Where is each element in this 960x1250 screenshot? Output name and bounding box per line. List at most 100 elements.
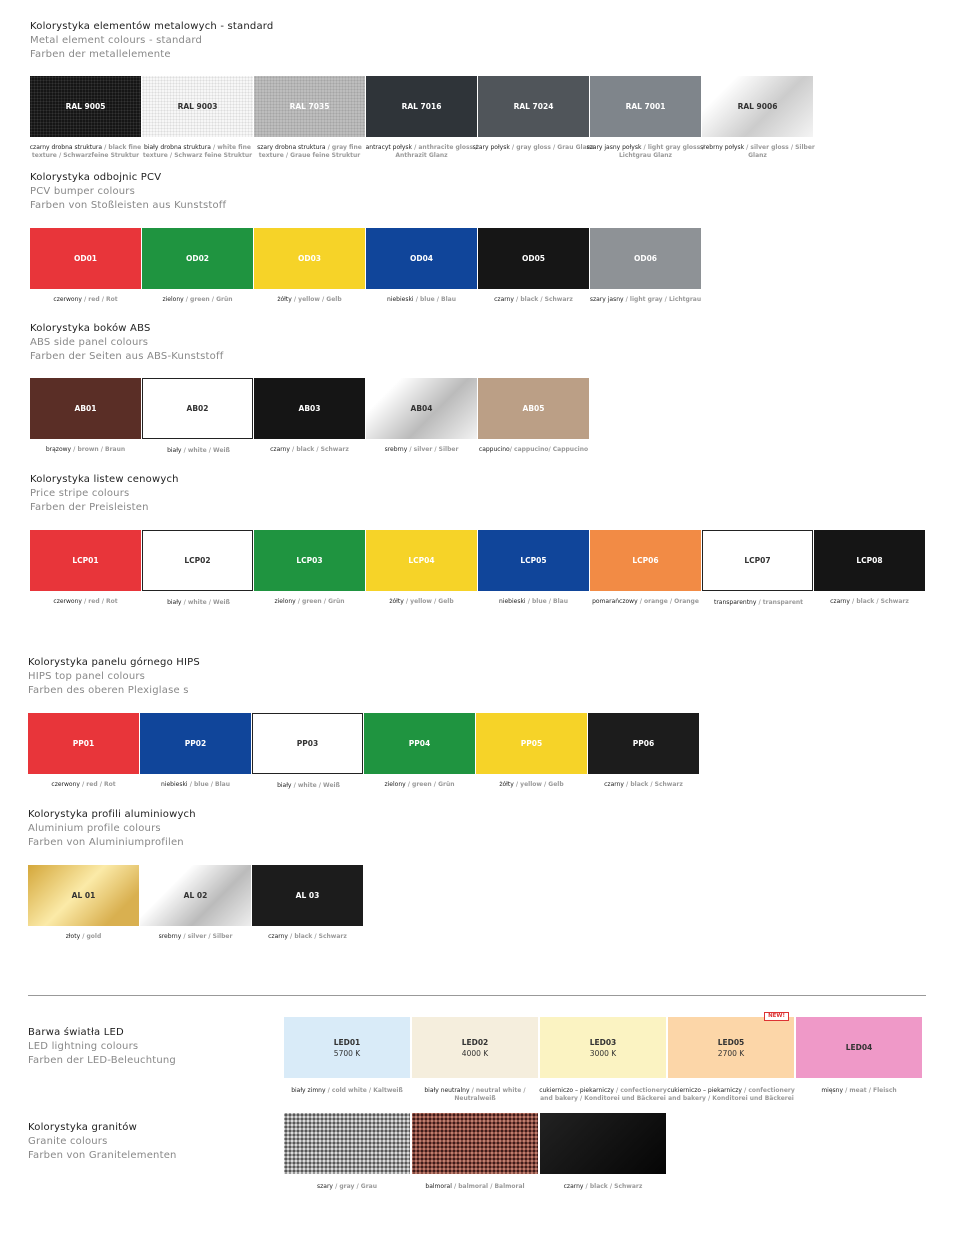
section-header: Kolorystyka granitów Granite colours Farbe…	[28, 1121, 177, 1163]
swatch-code: PP06	[632, 739, 655, 748]
swatch-code: RAL 7035	[289, 102, 330, 111]
swatch-row: LED01 5700 K biały zimny / cold white / Ka…	[284, 1012, 924, 1102]
caption-translation: / white / Weiß	[181, 447, 230, 454]
caption-translation: / light gray / Lichtgrau	[623, 296, 702, 303]
color-swatch[interactable]: LCP04 żółty / yellow / Gelb	[366, 530, 477, 605]
color-swatch[interactable]: PP03 biały / white / Weiß	[252, 713, 363, 789]
color-swatch[interactable]: AL 02 srebrny / silver / Silber	[140, 865, 251, 940]
caption-polish: balmoral	[425, 1183, 452, 1190]
swatch-code: LCP03	[296, 556, 323, 565]
color-swatch[interactable]: czarny / black / Schwarz	[540, 1113, 666, 1190]
color-swatch[interactable]: RAL 7001 szary jasny połysk / light gray …	[587, 76, 704, 159]
color-swatch[interactable]: RAL 7024 szary połysk / gray gloss / Grau…	[473, 76, 594, 151]
caption-polish: czerwony	[53, 598, 82, 605]
color-swatch[interactable]: LCP02 biały / white / Weiß	[142, 530, 253, 606]
swatch-caption: czarny / black / Schwarz	[536, 1183, 670, 1191]
color-swatch[interactable]: AB05 cappucino/ cappucino/ Cappucino	[478, 378, 589, 453]
swatch-caption: czarny / black / Schwarz	[582, 781, 705, 789]
caption-translation: / cold white / Kaltweiß	[325, 1087, 403, 1094]
swatch-code: RAL 9005	[65, 102, 106, 111]
color-swatch[interactable]: balmoral / balmoral / Balmoral	[412, 1113, 538, 1190]
section-de: Farben von Aluminiumprofilen	[28, 837, 184, 848]
swatch-caption: czarny / black / Schwarz	[808, 598, 931, 606]
caption-polish: niebieski	[499, 598, 526, 605]
color-swatch[interactable]: PP06 czarny / black / Schwarz	[588, 713, 699, 788]
caption-translation: / meat / Fleisch	[843, 1087, 897, 1094]
color-swatch[interactable]: OD05 czarny / black / Schwarz	[478, 228, 589, 303]
caption-polish: srebrny połysk	[700, 144, 745, 151]
caption-polish: srebrny	[158, 933, 182, 940]
color-swatch[interactable]: LED02 4000 K biały neutralny / neutral whi…	[412, 1017, 538, 1102]
color-swatch[interactable]: OD06 szary jasny / light gray / Lichtgrau	[590, 228, 701, 303]
color-swatch[interactable]: LCP06 pomarańczowy / orange / Orange	[590, 530, 701, 605]
caption-polish: czerwony	[51, 781, 80, 788]
color-swatch[interactable]: LCP07 transparentny / transparent	[702, 530, 813, 606]
caption-polish: złoty	[65, 933, 81, 940]
color-swatch[interactable]: RAL 9005 czarny drobna struktura / black …	[30, 76, 141, 159]
color-swatch[interactable]: LED03 3000 K cukierniczo – piekarniczy / c…	[539, 1017, 667, 1102]
color-swatch[interactable]: OD04 niebieski / blue / Blau	[366, 228, 477, 303]
swatch-caption: biały zimny / cold white / Kaltweiß	[280, 1087, 414, 1095]
color-swatch[interactable]: PP05 żółty / yellow / Gelb	[476, 713, 587, 788]
swatch-code: PP05	[520, 739, 543, 748]
color-swatch[interactable]: PP04 zielony / green / Grün	[364, 713, 475, 788]
color-swatch[interactable]: RAL 7035 szary drobna struktura / gray fi…	[254, 76, 365, 159]
color-swatch[interactable]: AB01 brązowy / brown / Braun	[30, 378, 141, 453]
section-title: Kolorystyka granitów	[28, 1122, 137, 1133]
color-swatch[interactable]: LED05 2700 K NEW! cukierniczo – piekarniczy…	[667, 1012, 795, 1102]
swatch-caption: cukierniczo – piekarniczy / confectioner…	[536, 1087, 670, 1103]
section-title: Barwa światła LED	[28, 1027, 124, 1038]
color-swatch[interactable]: RAL 7016 antracyt połysk / anthracite glo…	[366, 76, 477, 159]
caption-translation: / gray gloss / Grau Glanz	[509, 144, 595, 151]
swatch-code: LCP05	[520, 556, 547, 565]
caption-polish: biały	[277, 782, 292, 789]
section-title: Kolorystyka boków ABS	[30, 323, 151, 334]
caption-polish: biały drobna struktura	[144, 144, 211, 151]
color-swatch[interactable]: PP01 czerwony / red / Rot	[28, 713, 139, 788]
swatch-code: AB01	[74, 404, 97, 413]
swatch-caption: szary jasny połysk / light gray gloss / …	[584, 144, 707, 160]
swatch-caption: czarny / black / Schwarz	[472, 296, 595, 304]
color-swatch[interactable]: LED01 5700 K biały zimny / cold white / Ka…	[284, 1017, 410, 1094]
caption-translation: / blue / Blau	[525, 598, 568, 605]
color-swatch[interactable]: RAL 9006 srebrny połysk / silver gloss / …	[700, 76, 815, 159]
section-de: Farben der LED-Beleuchtung	[28, 1055, 176, 1066]
section-header: Kolorystyka boków ABS ABS side panel colo…	[30, 322, 223, 364]
caption-translation: / transparent	[756, 599, 804, 606]
color-swatch[interactable]: OD03 żółty / yellow / Gelb	[254, 228, 365, 303]
color-swatch[interactable]: AB02 biały / white / Weiß	[142, 378, 253, 454]
swatch-temperature: 2700 K	[717, 1048, 745, 1058]
color-swatch[interactable]: LED04 mięsny / meat / Fleisch	[796, 1017, 922, 1094]
color-swatch[interactable]: szary / gray / Grau	[284, 1113, 410, 1190]
color-swatch[interactable]: RAL 9003 biały drobna struktura / white f…	[142, 76, 253, 159]
swatch-row: szary / gray / Grau balmoral / balmoral /…	[284, 1113, 668, 1190]
swatch-row: OD01 czerwony / red / Rot OD02 zielony / gr…	[30, 228, 702, 303]
color-swatch[interactable]: LCP03 zielony / green / Grün	[254, 530, 365, 605]
section-header: Barwa światła LED LED lightning colours Fa…	[28, 1026, 176, 1068]
caption-translation: / neutral white / Neutralweiß	[454, 1087, 526, 1102]
caption-translation: / yellow / Gelb	[403, 598, 454, 605]
color-swatch[interactable]: LCP08 czarny / black / Schwarz	[814, 530, 925, 605]
color-swatch[interactable]: LCP01 czerwony / red / Rot	[30, 530, 141, 605]
swatch-code: AB02	[186, 404, 209, 413]
swatch-caption: cappucino/ cappucino/ Cappucino	[472, 446, 595, 454]
swatch-caption: niebieski / blue / Blau	[360, 296, 483, 304]
caption-polish: cappucino	[478, 446, 510, 453]
caption-polish: transparentny	[713, 599, 757, 606]
caption-polish: niebieski	[161, 781, 188, 788]
color-swatch[interactable]: OD01 czerwony / red / Rot	[30, 228, 141, 303]
color-swatch[interactable]: AB04 srebrny / silver / Silber	[366, 378, 477, 453]
color-swatch[interactable]: PP02 niebieski / blue / Blau	[140, 713, 251, 788]
swatch-caption: szary połysk / gray gloss / Grau Glanz	[472, 144, 595, 152]
swatch-caption: biały / white / Weiß	[137, 447, 260, 455]
caption-translation: / confectionery and bakery / Konditorei …	[668, 1087, 795, 1102]
color-swatch[interactable]: LCP05 niebieski / blue / Blau	[478, 530, 589, 605]
color-swatch[interactable]: OD02 zielony / green / Grün	[142, 228, 253, 303]
swatch-code: AB04	[410, 404, 433, 413]
caption-polish: srebrny	[384, 446, 408, 453]
color-swatch[interactable]: AL 03 czarny / black / Schwarz	[252, 865, 363, 940]
color-swatch[interactable]: AL 01 złoty / gold	[28, 865, 139, 940]
caption-polish: zielony	[384, 781, 406, 788]
color-swatch[interactable]: AB03 czarny / black / Schwarz	[254, 378, 365, 453]
caption-polish: brązowy	[45, 446, 72, 453]
